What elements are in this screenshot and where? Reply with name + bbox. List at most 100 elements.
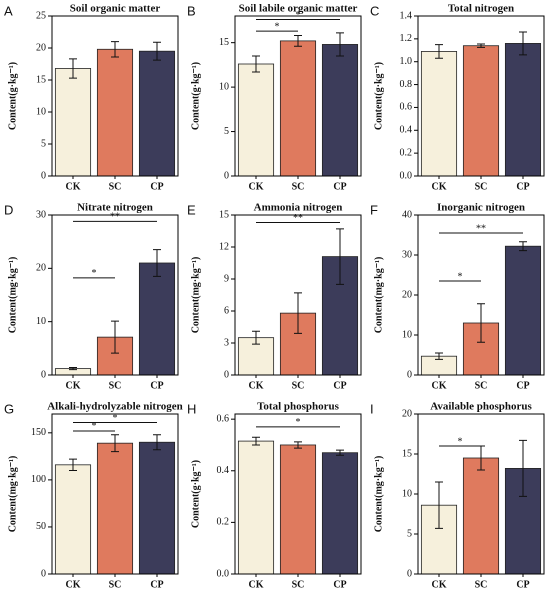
y-tick-label: 0 (41, 369, 46, 380)
x-tick-label: CP (516, 579, 529, 590)
y-tick-label: 12 (219, 241, 229, 252)
y-tick-label: 50 (36, 521, 46, 532)
x-tick-label: CP (150, 579, 163, 590)
y-tick-label: 0.2 (217, 517, 230, 528)
y-tick-label: 20 (36, 263, 46, 274)
panel-letter: H (187, 401, 196, 416)
x-tick-label: CP (516, 380, 529, 391)
bar (96, 442, 134, 575)
y-tick-label: 15 (219, 37, 229, 48)
plot-frame (51, 15, 179, 177)
x-tick-label: SC (475, 380, 488, 391)
chart-title: Available phosphorus (430, 401, 532, 413)
x-tick-label: CP (516, 181, 529, 192)
plot-frame (417, 413, 545, 575)
y-tick-label: 10 (402, 488, 412, 499)
y-tick-label: 5 (407, 528, 412, 539)
error-bar (69, 58, 77, 79)
y-axis-label: Content(mg·kg⁻¹) (190, 257, 201, 334)
x-tick-label: CK (432, 380, 447, 391)
y-tick-label: 25 (36, 10, 46, 21)
plot-frame (51, 413, 179, 575)
significance-label: ** (110, 212, 120, 223)
y-axis-label: Content(g·kg⁻¹) (7, 62, 18, 130)
error-bar (252, 330, 260, 345)
bar (138, 50, 176, 177)
error-bar (519, 439, 527, 497)
x-tick-label: SC (109, 579, 122, 590)
y-tick-label: 0.6 (400, 102, 413, 113)
y-tick-label: 15 (219, 209, 229, 220)
y-tick-label: 3 (224, 337, 229, 348)
plot-frame (417, 15, 545, 177)
y-tick-label: 1.4 (400, 10, 413, 21)
y-tick-label: 5 (41, 138, 46, 149)
x-tick-label: CK (66, 579, 81, 590)
panel-letter: A (4, 3, 13, 18)
y-tick-label: 0.4 (217, 465, 230, 476)
y-tick-label: 0 (224, 369, 229, 380)
x-tick-label: SC (292, 579, 305, 590)
x-tick-label: SC (292, 181, 305, 192)
error-bar (519, 241, 527, 252)
error-bar (111, 434, 119, 453)
error-bar (336, 32, 344, 57)
plot-frame (417, 214, 545, 376)
bar (462, 457, 500, 575)
error-bar (69, 367, 77, 371)
y-tick-label: 0.0 (400, 170, 413, 181)
y-tick-label: 20 (402, 408, 412, 419)
y-tick-label: 10 (36, 316, 46, 327)
significance-label: * (296, 417, 301, 428)
y-tick-label: 40 (402, 209, 412, 220)
panel-letter: I (370, 401, 374, 416)
error-bar (435, 352, 443, 360)
y-tick-label: 1.0 (400, 56, 413, 67)
y-tick-label: 0.8 (400, 79, 413, 90)
x-tick-label: CP (150, 380, 163, 391)
x-tick-label: CP (150, 181, 163, 192)
y-tick-label: 0.0 (217, 568, 230, 579)
bar (138, 441, 176, 575)
significance-label: ** (476, 223, 486, 234)
y-tick-label: 0 (407, 369, 412, 380)
significance-label: * (113, 413, 118, 424)
bar (96, 48, 134, 177)
y-axis-label: Content(mg·kg⁻¹) (373, 257, 384, 334)
error-bar (69, 458, 77, 471)
significance-label: * (458, 271, 463, 282)
error-bar (111, 320, 119, 354)
y-tick-label: 0.4 (400, 125, 413, 136)
error-bar (294, 441, 302, 449)
significance-label: * (92, 421, 97, 432)
plot-frame (51, 214, 179, 376)
x-tick-label: CP (333, 579, 346, 590)
error-bar (477, 43, 485, 48)
significance-label: * (92, 268, 97, 279)
bar (279, 40, 317, 177)
panel-letter: E (187, 202, 196, 217)
y-axis-label: Content(mg·kg⁻¹) (373, 456, 384, 533)
x-tick-label: SC (475, 181, 488, 192)
error-bar (336, 449, 344, 456)
y-axis-label: Content(g·kg⁻¹) (190, 460, 201, 528)
error-bar (294, 292, 302, 334)
x-tick-label: SC (109, 181, 122, 192)
y-tick-label: 0.6 (217, 413, 230, 424)
chart-title: Nitrate nitrogen (77, 202, 153, 214)
x-tick-label: CK (432, 579, 447, 590)
bar (321, 44, 359, 177)
chart-title: Inorganic nitrogen (437, 202, 525, 214)
x-tick-label: CK (66, 181, 81, 192)
error-bar (435, 44, 443, 59)
panel-letter: F (370, 202, 378, 217)
y-tick-label: 0 (407, 568, 412, 579)
bar (237, 440, 275, 575)
error-bar (153, 41, 161, 61)
bar (54, 68, 92, 177)
plot-frame (234, 15, 362, 177)
x-tick-label: CK (432, 181, 447, 192)
panel-letter: D (4, 202, 13, 217)
x-tick-label: CK (249, 579, 264, 590)
